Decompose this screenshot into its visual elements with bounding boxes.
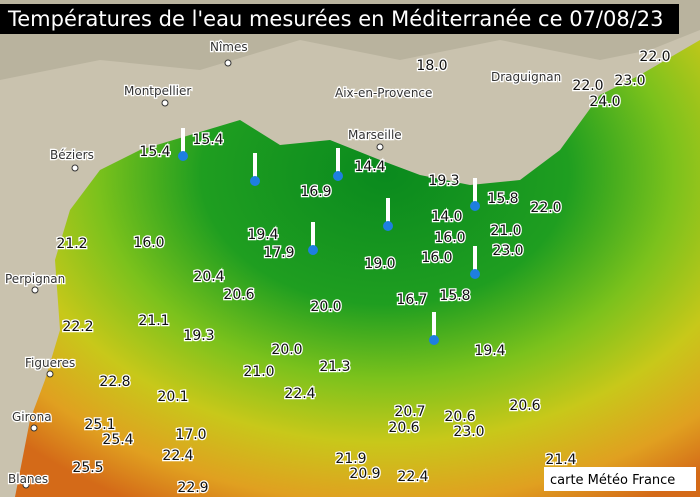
temperature-label: 20.1 — [157, 389, 188, 405]
city-dot — [30, 424, 38, 432]
temperature-label: 19.3 — [183, 328, 214, 344]
thermometer-bulb — [250, 176, 260, 186]
temperature-label: 22.8 — [99, 374, 130, 390]
title-box — [0, 4, 679, 34]
temperature-label: 20.4 — [193, 269, 224, 285]
temperature-label: 17.9 — [263, 245, 294, 261]
temperature-label: 21.2 — [56, 236, 87, 252]
thermometer-stem — [432, 312, 436, 338]
thermometer-bulb — [429, 335, 439, 345]
temperature-label: 22.4 — [162, 448, 193, 464]
temperature-label: 21.1 — [138, 313, 169, 329]
temperature-label: 22.0 — [530, 200, 561, 216]
city-label: Blanes — [8, 472, 48, 486]
temperature-label: 16.0 — [421, 250, 452, 266]
temperature-label: 21.3 — [319, 359, 350, 375]
thermometer-bulb — [178, 151, 188, 161]
temperature-label: 22.0 — [572, 78, 603, 94]
temperature-label: 25.1 — [84, 417, 115, 433]
temperature-label: 19.0 — [364, 256, 395, 272]
city-label: Aix-en-Provence — [335, 86, 432, 100]
temperature-label: 22.9 — [177, 480, 208, 496]
thermometer-bulb — [333, 171, 343, 181]
temperature-label: 22.4 — [284, 386, 315, 402]
temperature-label: 22.2 — [62, 319, 93, 335]
temperature-label: 25.5 — [72, 460, 103, 476]
temperature-label: 20.0 — [310, 299, 341, 315]
city-dot — [31, 286, 39, 294]
temperature-label: 22.4 — [397, 469, 428, 485]
city-dot — [224, 59, 232, 67]
thermometer-stem — [181, 128, 185, 154]
temperature-label: 15.8 — [487, 191, 518, 207]
temperature-label: 18.0 — [416, 58, 447, 74]
city-label: Nîmes — [210, 40, 248, 54]
temperature-label: 15.8 — [439, 288, 470, 304]
temperature-label: 15.4 — [192, 132, 223, 148]
temperature-label: 17.0 — [175, 427, 206, 443]
city-label: Marseille — [348, 128, 402, 142]
city-dot — [376, 143, 384, 151]
city-label: Montpellier — [124, 84, 191, 98]
thermometer-stem — [473, 178, 477, 204]
temperature-label: 19.4 — [474, 343, 505, 359]
temperature-label: 16.9 — [300, 184, 331, 200]
temperature-label: 19.4 — [247, 227, 278, 243]
temperature-label: 24.0 — [589, 94, 620, 110]
credit-box — [544, 467, 696, 491]
temperature-label: 20.9 — [349, 466, 380, 482]
city-label: Perpignan — [5, 272, 65, 286]
temperature-label: 16.0 — [434, 230, 465, 246]
thermometer-bulb — [470, 201, 480, 211]
temperature-label: 16.0 — [133, 235, 164, 251]
thermometer-bulb — [308, 245, 318, 255]
thermometer-stem — [336, 148, 340, 174]
thermometer-stem — [253, 153, 257, 179]
thermometer-bulb — [470, 269, 480, 279]
temperature-label: 15.4 — [139, 144, 170, 160]
temperature-label: 25.4 — [102, 432, 133, 448]
temperature-label: 21.0 — [243, 364, 274, 380]
labels: Nîmes Montpellier Aix-en-Provence Marseille… — [4, 39, 672, 497]
temperature-label: 20.6 — [509, 398, 540, 414]
credit: carte Météo France — [550, 473, 675, 488]
temperature-label: 21.9 — [335, 451, 366, 467]
thermometer-stem — [311, 222, 315, 248]
temperature-label: 14.4 — [354, 159, 385, 175]
temperature-label: 19.3 — [428, 173, 459, 189]
temperature-label: 16.7 — [396, 292, 427, 308]
city-dot — [22, 481, 30, 489]
city-label: Draguignan — [491, 70, 561, 84]
thermometer-stem — [473, 246, 477, 272]
temperature-label: 22.0 — [639, 49, 670, 65]
temperature-label: 20.0 — [271, 342, 302, 358]
temperature-label: 23.0 — [453, 424, 484, 440]
title: Températures de l'eau mesurées en Médite… — [7, 7, 664, 31]
city-dot — [71, 164, 79, 172]
city-label: Figueres — [25, 356, 75, 370]
temperature-label: 21.0 — [490, 223, 521, 239]
thermometer-bulb — [383, 221, 393, 231]
city-dot — [46, 370, 54, 378]
thermometers — [178, 128, 480, 345]
city-label: Béziers — [50, 148, 94, 162]
city-dot — [161, 99, 169, 107]
temperature-label: 20.6 — [223, 287, 254, 303]
temperature-label: 14.0 — [431, 209, 462, 225]
city-label: Girona — [12, 410, 52, 424]
temperature-label: 20.6 — [388, 420, 419, 436]
temperature-label: 21.4 — [545, 452, 576, 468]
temperature-label: 20.7 — [394, 404, 425, 420]
temperature-label: 23.0 — [614, 73, 645, 89]
thermometer-stem — [386, 198, 390, 224]
temperature-label: 23.0 — [492, 243, 523, 259]
temperature-label: 20.6 — [444, 409, 475, 425]
